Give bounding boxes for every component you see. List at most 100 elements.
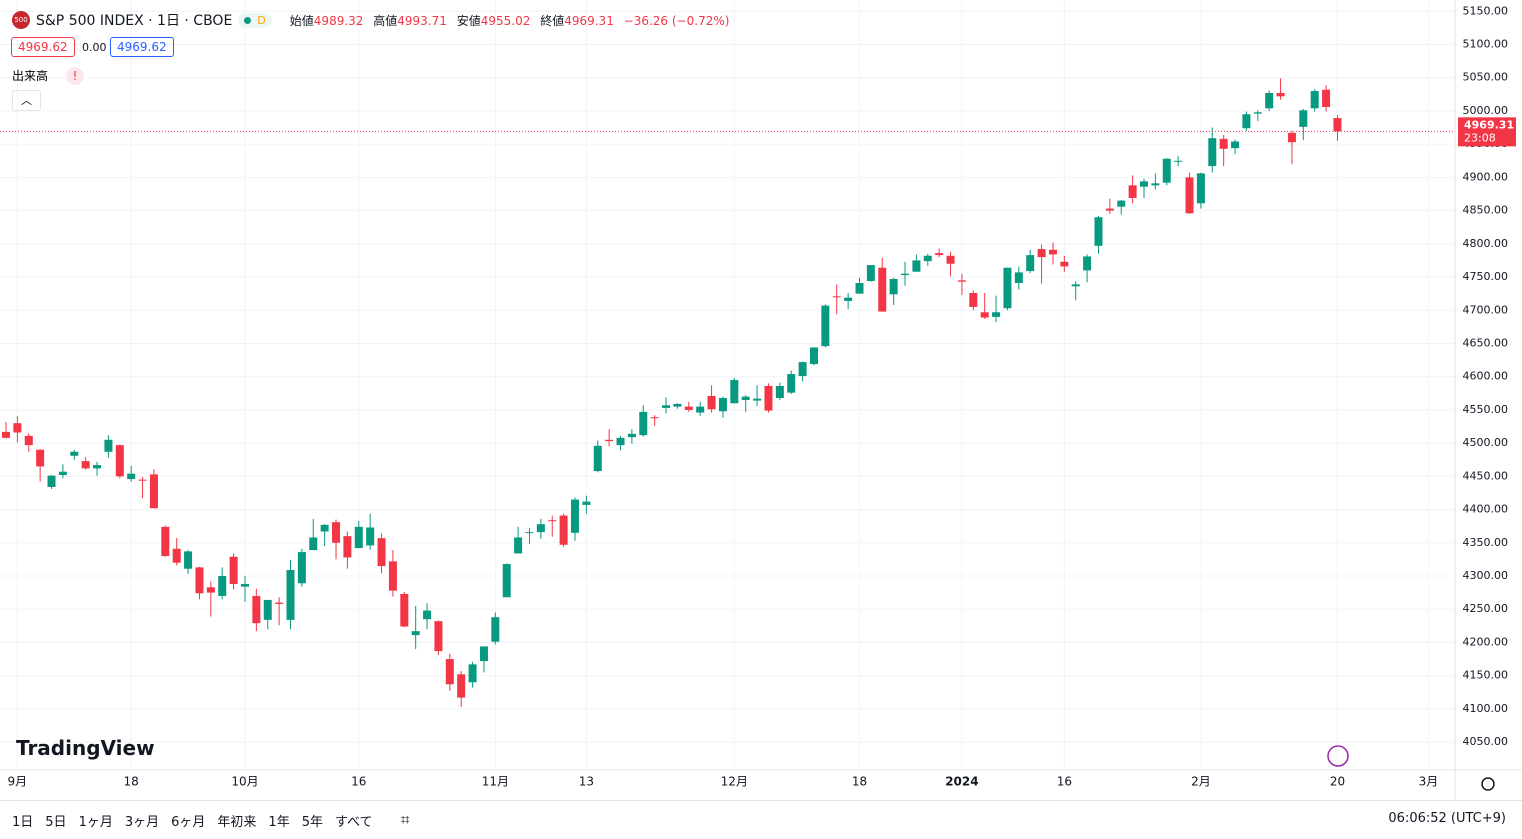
candle-body (684, 406, 693, 410)
candle-body (1026, 255, 1035, 272)
y-tick-label: 4200.00 (1463, 635, 1509, 648)
candle-body (229, 556, 238, 584)
candle-body (1333, 118, 1342, 132)
candle-body (218, 576, 227, 596)
candle-body (468, 664, 477, 683)
spread: 0.00 (82, 41, 107, 54)
range-button[interactable]: 5日 (45, 814, 67, 830)
candle-body (946, 255, 955, 264)
candle-body (878, 267, 887, 312)
candle-body (718, 397, 727, 412)
candle-body (673, 403, 682, 407)
candle-body (707, 395, 716, 410)
bid-price[interactable]: 4969.62 (11, 37, 75, 57)
candle-body (127, 473, 136, 480)
status-dot (244, 16, 252, 24)
candle-body (1242, 114, 1251, 129)
y-tick-label: 5100.00 (1463, 38, 1509, 51)
candle-body (24, 435, 33, 446)
candle-body (923, 255, 932, 262)
range-button[interactable]: 年初来 (217, 814, 257, 830)
candle-body (514, 537, 523, 554)
price-label: 4969.31 (1464, 118, 1514, 131)
candle-body (172, 548, 181, 563)
candle-body (935, 253, 944, 256)
plot-background (0, 0, 1455, 770)
x-tick-label: 16 (351, 775, 366, 789)
range-button[interactable]: 3ヶ月 (124, 814, 160, 830)
range-button[interactable]: 1日 (12, 814, 34, 830)
candle-body (263, 599, 272, 620)
volume-alert[interactable]: ! (66, 67, 84, 85)
candle-body (1174, 160, 1183, 162)
volume-label: 出来高 (12, 69, 49, 83)
candle-body (525, 532, 534, 534)
candle-body (343, 536, 352, 558)
range-button[interactable]: すべて (334, 814, 373, 830)
clock[interactable]: 06:06:52 (UTC+9) (1388, 811, 1506, 826)
candle-body (502, 564, 511, 598)
candle-body (969, 292, 978, 307)
range-button[interactable]: 6ヶ月 (171, 814, 206, 830)
candle-body (491, 617, 500, 642)
candle-body (1003, 267, 1012, 309)
candle-body (536, 524, 545, 533)
candle-body (240, 583, 249, 587)
candle-body (138, 479, 147, 481)
ask-price[interactable]: 4969.62 (110, 37, 174, 57)
y-tick-label: 5150.00 (1463, 4, 1509, 17)
candle-body (1117, 200, 1126, 207)
candle-body (149, 474, 158, 509)
candle-body (1071, 284, 1080, 287)
candle-body (798, 362, 807, 377)
y-tick-label: 4850.00 (1463, 204, 1509, 217)
candle-body (479, 646, 488, 662)
price-label-box (1458, 117, 1516, 147)
range-button[interactable]: 5年 (301, 814, 323, 830)
candle-body (662, 405, 671, 408)
candle-body (195, 567, 204, 594)
candle-body (639, 411, 648, 436)
chart: 4050.00 4100.00 4150.00 4200.00 4250.00 4300.… (0, 0, 1522, 800)
candle-body (297, 552, 306, 584)
y-tick-label: 4350.00 (1463, 536, 1509, 549)
candle-body (354, 526, 363, 549)
x-tick-label: 9月 (8, 775, 28, 789)
x-tick-label: 20 (1330, 775, 1345, 789)
high-value: 4993.71 (397, 13, 447, 28)
candle-body (36, 449, 45, 467)
close-value: 4969.31 (564, 13, 614, 28)
candle-body (1196, 173, 1205, 204)
bottom-toolbar: 1日 5日 1ヶ月 3ヶ月 6ヶ月 年初来 1年 5年 すべて ⌗ 06:06:52 (UTC+… (0, 800, 1522, 839)
candle-body (286, 570, 295, 620)
candle-body (275, 602, 284, 604)
change: −36.26 (−0.72%) (623, 13, 730, 28)
x-tick-label: 3月 (1419, 775, 1439, 789)
x-tick-label: 18 (124, 775, 139, 789)
low-value: 4955.02 (480, 13, 531, 28)
ohlc: 始値4989.32 高値4993.71 安値4955.02 終値4969.31 … (290, 12, 736, 29)
settings-icon[interactable] (1481, 777, 1495, 791)
y-tick-label: 4400.00 (1463, 503, 1509, 516)
range-button[interactable]: 1ヶ月 (78, 814, 113, 830)
date-range-icon[interactable]: ⌗ (400, 810, 410, 829)
candle-body (559, 515, 568, 545)
legend-header: 500 S&P 500 INDEX · 1日 · CBOE D 始値4989.3… (12, 10, 735, 30)
replay-icon[interactable] (1327, 745, 1349, 767)
candle-body (548, 520, 557, 522)
y-tick-label: 4150.00 (1463, 669, 1509, 682)
candle-body (309, 537, 318, 551)
y-tick-label: 4700.00 (1463, 303, 1509, 316)
collapse-button[interactable]: ︿ (12, 90, 41, 111)
symbol[interactable]: S&P 500 INDEX · 1日 · CBOE (36, 13, 233, 29)
y-tick-label: 4600.00 (1463, 370, 1509, 383)
range-button[interactable]: 1年 (268, 814, 290, 830)
candle-body (1310, 91, 1319, 109)
candle-body (206, 587, 215, 593)
interval-badge: D (257, 13, 266, 27)
candle-body (434, 621, 443, 652)
y-tick-label: 5050.00 (1463, 71, 1509, 84)
y-tick-label: 4450.00 (1463, 469, 1509, 482)
candle-body (1185, 177, 1194, 214)
